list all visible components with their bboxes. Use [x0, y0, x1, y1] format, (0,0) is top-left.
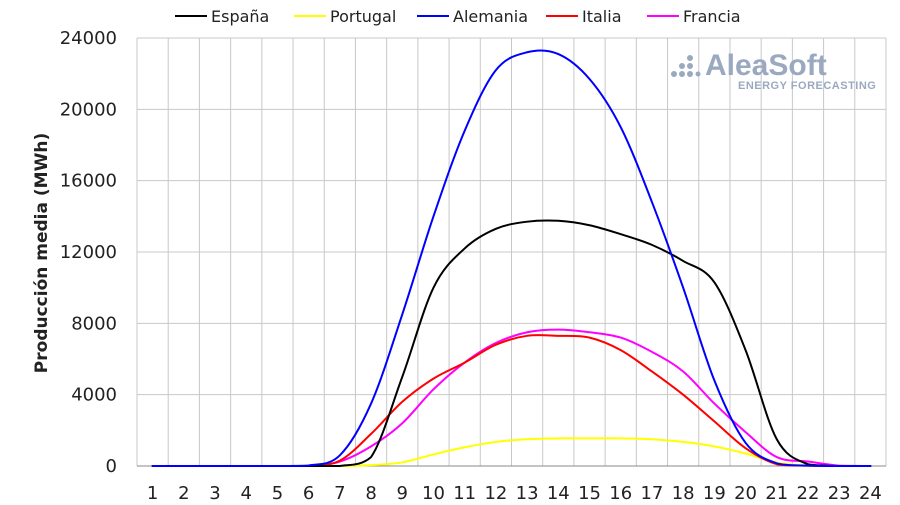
legend-label-italia: Italia — [582, 7, 622, 26]
x-tick-label: 14 — [547, 483, 570, 500]
x-tick-label: 17 — [640, 483, 663, 500]
legend-label-alemania: Alemania — [453, 7, 528, 26]
x-tick-label: 24 — [859, 483, 882, 500]
x-tick-label: 6 — [303, 483, 314, 500]
aleasoft-logo-icon — [671, 55, 701, 77]
x-tick-label: 23 — [828, 483, 851, 500]
x-tick-label: 21 — [765, 483, 788, 500]
x-tick-label: 22 — [797, 483, 820, 500]
series — [151, 49, 872, 467]
legend-label-espana: España — [211, 7, 269, 26]
y-tick-label: 20000 — [60, 99, 117, 120]
x-tick-label: 11 — [453, 483, 476, 500]
x-tick-label: 8 — [365, 483, 376, 500]
x-tick-label: 12 — [484, 483, 507, 500]
x-tick-label: 19 — [703, 483, 726, 500]
y-tick-label: 8000 — [71, 313, 117, 334]
x-tick-label: 2 — [178, 483, 189, 500]
watermark-brand: AleaSoft — [705, 49, 827, 82]
x-tick-label: 20 — [734, 483, 757, 500]
x-tick-label: 3 — [209, 483, 220, 500]
legend-label-portugal: Portugal — [330, 7, 396, 26]
x-tick-label: 5 — [272, 483, 283, 500]
legend-label-francia: Francia — [683, 7, 741, 26]
series-line-alemania — [151, 49, 872, 467]
x-tick-label: 18 — [672, 483, 695, 500]
y-tick-label: 12000 — [60, 242, 117, 263]
logo-dot — [695, 71, 701, 77]
logo-dot — [679, 71, 685, 77]
watermark-subtitle: ENERGY FORECASTING — [738, 80, 876, 92]
x-tick-label: 4 — [241, 483, 252, 500]
x-tick-label: 13 — [516, 483, 539, 500]
aleasoft-watermark: AleaSoft ENERGY FORECASTING — [671, 49, 876, 92]
logo-dot — [679, 63, 685, 69]
y-tick-label: 0 — [106, 456, 117, 477]
x-tick-label: 1 — [147, 483, 158, 500]
x-tick-label: 7 — [334, 483, 345, 500]
grid — [136, 37, 887, 467]
x-tick-label: 10 — [422, 483, 445, 500]
y-tick-label: 24000 — [60, 28, 117, 49]
y-axis-label: Producción media (MWh) — [32, 133, 52, 373]
y-tick-label: 4000 — [71, 385, 117, 406]
legend: España Portugal Alemania Italia Francia — [175, 7, 741, 26]
logo-dot — [671, 71, 677, 77]
x-tick-label: 9 — [397, 483, 408, 500]
logo-dot — [687, 71, 693, 77]
y-tick-label: 16000 — [60, 171, 117, 192]
logo-dot — [687, 63, 693, 69]
logo-dot — [687, 55, 693, 61]
x-tick-label: 16 — [609, 483, 632, 500]
x-tick-label: 15 — [578, 483, 601, 500]
